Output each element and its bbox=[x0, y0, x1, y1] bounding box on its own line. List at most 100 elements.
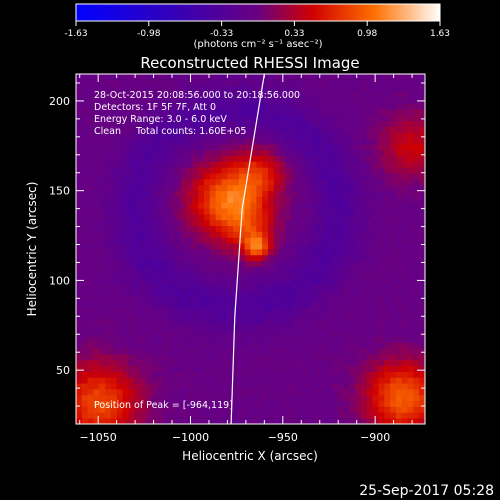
heatmap-pixel bbox=[174, 208, 182, 215]
heatmap-pixel bbox=[256, 202, 263, 209]
heatmap-pixel bbox=[250, 149, 257, 157]
heatmap-pixel bbox=[174, 202, 182, 209]
heatmap-pixel bbox=[250, 254, 257, 262]
heatmap-pixel bbox=[372, 109, 379, 116]
heatmap-pixel bbox=[372, 184, 379, 192]
heatmap-pixel bbox=[331, 109, 339, 116]
heatmap-pixel bbox=[122, 103, 129, 110]
heatmap-pixel bbox=[302, 190, 310, 197]
heatmap-pixel bbox=[337, 266, 344, 273]
heatmap-pixel bbox=[198, 371, 205, 378]
heatmap-pixel bbox=[180, 132, 187, 139]
heatmap-pixel bbox=[419, 243, 425, 250]
heatmap-pixel bbox=[233, 91, 240, 98]
heatmap-pixel bbox=[169, 295, 176, 302]
heatmap-pixel bbox=[308, 91, 315, 98]
heatmap-pixel bbox=[291, 307, 298, 314]
heatmap-pixel bbox=[343, 85, 350, 92]
heatmap-pixel bbox=[326, 120, 333, 127]
heatmap-pixel bbox=[238, 289, 246, 297]
heatmap-pixel bbox=[122, 173, 129, 180]
heatmap-pixel bbox=[221, 149, 228, 157]
heatmap-pixel bbox=[163, 231, 170, 238]
heatmap-pixel bbox=[343, 97, 350, 104]
heatmap-pixel bbox=[87, 138, 94, 145]
heatmap-pixel bbox=[116, 336, 123, 343]
heatmap-pixel bbox=[209, 109, 216, 116]
heatmap-pixel bbox=[93, 132, 100, 139]
heatmap-pixel bbox=[337, 406, 344, 413]
heatmap-pixel bbox=[349, 249, 356, 256]
heatmap-pixel bbox=[145, 196, 153, 203]
heatmap-pixel bbox=[244, 196, 251, 203]
heatmap-pixel bbox=[390, 272, 397, 279]
heatmap-pixel bbox=[285, 208, 292, 215]
heatmap-pixel bbox=[209, 219, 216, 227]
heatmap-pixel bbox=[302, 74, 310, 81]
heatmap-pixel bbox=[361, 365, 368, 372]
heatmap-pixel bbox=[378, 184, 385, 192]
heatmap-pixel bbox=[401, 231, 408, 238]
heatmap-pixel bbox=[291, 74, 298, 81]
heatmap-pixel bbox=[349, 155, 356, 162]
heatmap-pixel bbox=[215, 272, 222, 279]
heatmap-pixel bbox=[105, 406, 112, 413]
heatmap-pixel bbox=[279, 214, 286, 221]
heatmap-pixel bbox=[122, 272, 129, 279]
heatmap-pixel bbox=[151, 184, 158, 192]
heatmap-pixel bbox=[221, 412, 228, 419]
heatmap-pixel bbox=[331, 289, 339, 297]
heatmap-pixel bbox=[180, 161, 187, 168]
heatmap-pixel bbox=[186, 301, 193, 308]
heatmap-pixel bbox=[76, 394, 83, 402]
heatmap-pixel bbox=[302, 155, 310, 162]
heatmap-pixel bbox=[110, 184, 118, 192]
heatmap-pixel bbox=[331, 365, 339, 372]
heatmap-pixel bbox=[297, 313, 304, 320]
heatmap-pixel bbox=[262, 354, 269, 361]
heatmap-pixel bbox=[343, 359, 350, 367]
heatmap-pixel bbox=[337, 400, 344, 407]
heatmap-pixel bbox=[93, 126, 100, 133]
heatmap-pixel bbox=[198, 418, 205, 424]
heatmap-pixel bbox=[366, 284, 374, 291]
heatmap-pixel bbox=[273, 243, 280, 250]
heatmap-pixel bbox=[238, 418, 246, 424]
heatmap-pixel bbox=[407, 272, 414, 279]
heatmap-pixel bbox=[413, 365, 420, 372]
heatmap-pixel bbox=[116, 348, 123, 355]
colorbar bbox=[75, 3, 441, 22]
heatmap-pixel bbox=[413, 126, 420, 133]
heatmap-pixel bbox=[151, 126, 158, 133]
heatmap-pixel bbox=[337, 342, 344, 349]
heatmap-pixel bbox=[337, 237, 344, 244]
heatmap-pixel bbox=[198, 295, 205, 302]
heatmap-pixel bbox=[157, 412, 164, 419]
heatmap-pixel bbox=[297, 295, 304, 302]
heatmap-pixel bbox=[139, 330, 147, 337]
heatmap-pixel bbox=[122, 138, 129, 145]
heatmap-pixel bbox=[326, 365, 333, 372]
heatmap-pixel bbox=[378, 161, 385, 168]
heatmap-pixel bbox=[401, 406, 408, 413]
heatmap-pixel bbox=[285, 161, 292, 168]
heatmap-pixel bbox=[285, 330, 292, 337]
heatmap-pixel bbox=[326, 208, 333, 215]
heatmap-pixel bbox=[401, 103, 408, 110]
heatmap-pixel bbox=[355, 173, 362, 180]
heatmap-pixel bbox=[192, 202, 199, 209]
heatmap-pixel bbox=[198, 307, 205, 314]
heatmap-pixel bbox=[407, 144, 414, 151]
heatmap-pixel bbox=[105, 330, 112, 337]
heatmap-pixel bbox=[139, 219, 147, 227]
heatmap-pixel bbox=[81, 307, 89, 314]
heatmap-pixel bbox=[157, 132, 164, 139]
heatmap-pixel bbox=[355, 202, 362, 209]
heatmap-pixel bbox=[401, 202, 408, 209]
heatmap-pixel bbox=[343, 336, 350, 343]
heatmap-pixel bbox=[302, 149, 310, 157]
x-tick-label: −1000 bbox=[172, 431, 209, 444]
heatmap-pixel bbox=[262, 336, 269, 343]
heatmap-pixel bbox=[203, 126, 211, 133]
heatmap-pixel bbox=[198, 324, 205, 332]
